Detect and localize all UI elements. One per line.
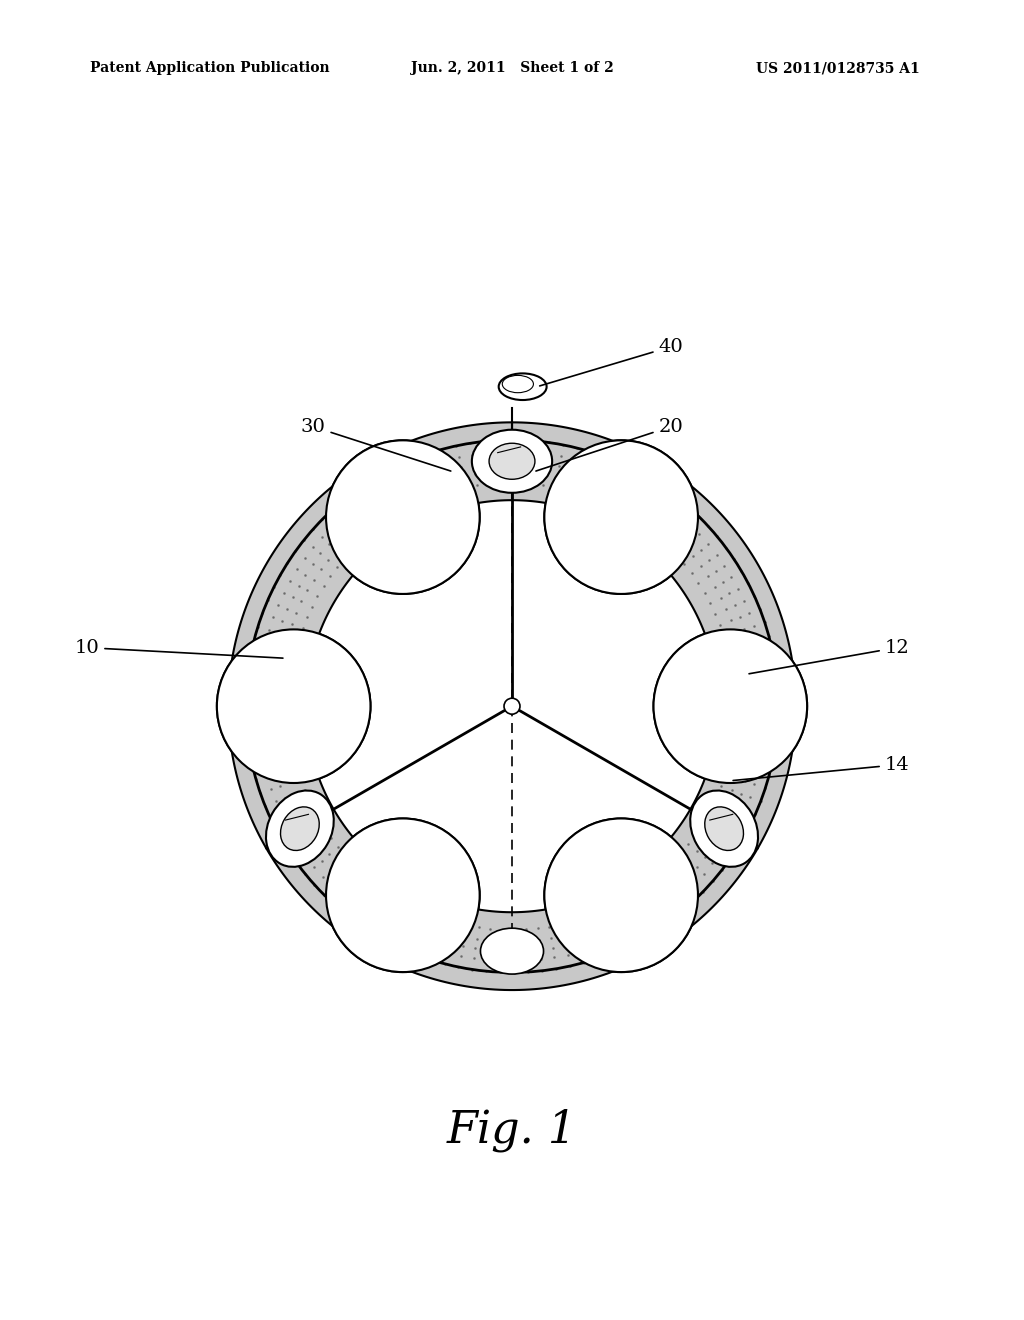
Circle shape xyxy=(545,818,698,972)
Text: Patent Application Publication: Patent Application Publication xyxy=(90,61,330,75)
Circle shape xyxy=(545,818,698,972)
Text: 10: 10 xyxy=(75,639,283,659)
Ellipse shape xyxy=(281,807,319,850)
Circle shape xyxy=(326,441,479,594)
Polygon shape xyxy=(266,809,758,990)
Ellipse shape xyxy=(489,444,535,479)
Circle shape xyxy=(326,818,479,972)
Ellipse shape xyxy=(480,928,544,974)
Ellipse shape xyxy=(472,430,552,492)
Text: 30: 30 xyxy=(301,417,451,471)
Circle shape xyxy=(217,630,371,783)
Text: 20: 20 xyxy=(536,417,683,471)
Circle shape xyxy=(504,698,520,714)
Text: Jun. 2, 2011   Sheet 1 of 2: Jun. 2, 2011 Sheet 1 of 2 xyxy=(411,61,613,75)
Text: US 2011/0128735 A1: US 2011/0128735 A1 xyxy=(757,61,920,75)
Circle shape xyxy=(217,630,371,783)
Polygon shape xyxy=(228,422,512,849)
Circle shape xyxy=(545,441,698,594)
Circle shape xyxy=(653,630,807,783)
Circle shape xyxy=(326,818,479,972)
Polygon shape xyxy=(512,422,796,849)
Text: 14: 14 xyxy=(733,756,909,780)
Circle shape xyxy=(246,440,778,973)
Ellipse shape xyxy=(499,374,547,400)
Text: Fig. 1: Fig. 1 xyxy=(446,1109,578,1152)
Circle shape xyxy=(653,630,807,783)
Ellipse shape xyxy=(705,807,743,850)
Text: 40: 40 xyxy=(540,338,683,385)
Ellipse shape xyxy=(266,791,334,867)
Circle shape xyxy=(545,441,698,594)
Text: 12: 12 xyxy=(749,639,909,673)
Ellipse shape xyxy=(690,791,758,867)
Circle shape xyxy=(326,441,479,594)
